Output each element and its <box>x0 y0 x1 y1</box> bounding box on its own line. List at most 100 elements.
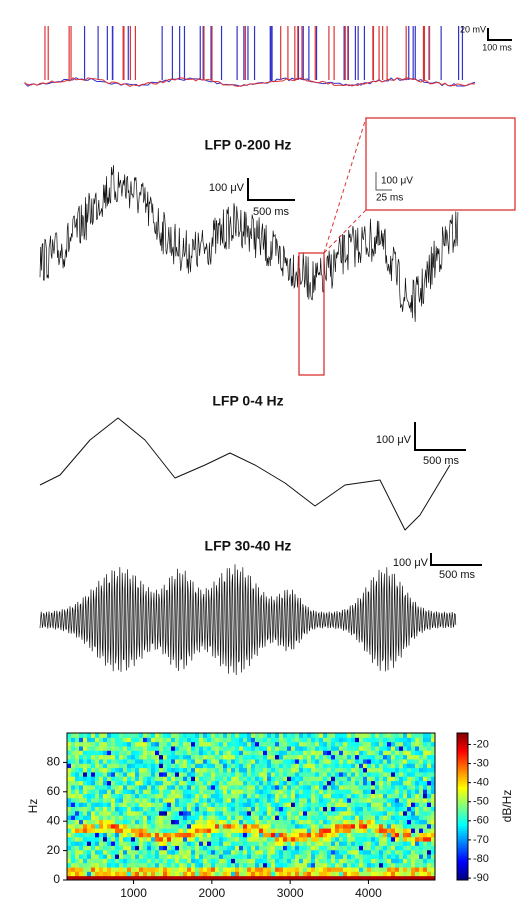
heat-cell <box>367 823 372 829</box>
heat-cell <box>147 793 152 799</box>
heat-cell <box>375 854 380 859</box>
heat-cell <box>231 867 236 872</box>
heat-cell <box>335 758 340 764</box>
heat-cell <box>67 845 72 851</box>
heat-cell <box>255 819 260 825</box>
heat-cell <box>311 758 316 764</box>
heat-cell <box>395 875 400 881</box>
heat-cell <box>227 763 232 769</box>
heat-cell <box>203 737 208 743</box>
heat-cell <box>203 745 208 751</box>
heat-cell <box>283 810 288 816</box>
heat-cell <box>267 741 272 747</box>
heat-cell <box>351 741 356 747</box>
heat-cell <box>127 776 132 782</box>
heat-cell <box>395 810 400 816</box>
heat-cell <box>179 771 184 777</box>
heat-cell <box>383 733 388 738</box>
heat-cell <box>87 750 92 756</box>
heat-cell <box>163 789 168 795</box>
heat-cell <box>279 862 284 868</box>
heat-cell <box>403 776 408 782</box>
heat-cell <box>403 862 408 868</box>
heat-cell <box>335 776 340 782</box>
heat-cell <box>123 741 128 747</box>
heat-cell <box>371 819 376 825</box>
heat-cell <box>243 797 248 803</box>
heat-cell <box>295 754 300 760</box>
heat-cell <box>299 845 304 851</box>
heat-cell <box>391 819 396 825</box>
heat-cell <box>79 771 84 777</box>
heat-cell <box>415 793 420 799</box>
heat-cell <box>307 745 312 751</box>
heat-cell <box>195 780 200 786</box>
heat-cell <box>75 828 80 833</box>
heat-cell <box>251 806 256 812</box>
heat-cell <box>147 784 152 790</box>
heat-cell <box>131 802 136 807</box>
heat-cell <box>187 871 192 877</box>
heat-cell <box>95 854 100 859</box>
heat-cell <box>203 862 208 868</box>
heat-cell <box>311 806 316 812</box>
heat-cell <box>335 763 340 769</box>
heat-cell <box>123 784 128 790</box>
heat-cell <box>287 776 292 782</box>
colorbar-cell <box>457 779 468 783</box>
heat-cell <box>327 836 332 842</box>
heat-cell <box>187 745 192 751</box>
heat-cell <box>315 737 320 743</box>
heat-cell <box>399 737 404 743</box>
heat-cell <box>227 832 232 838</box>
heat-cell <box>223 793 228 799</box>
heat-cell <box>419 737 424 743</box>
heat-cell <box>67 776 72 782</box>
heat-cell <box>335 836 340 842</box>
heat-cell <box>383 871 388 877</box>
heat-cell <box>75 836 80 842</box>
heat-cell <box>223 767 228 773</box>
heat-cell <box>419 841 424 846</box>
heat-cell <box>367 758 372 764</box>
heat-cell <box>423 849 428 855</box>
heat-cell <box>351 815 356 820</box>
heat-cell <box>75 802 80 807</box>
heat-cell <box>291 750 296 756</box>
heat-cell <box>187 737 192 743</box>
heat-cell <box>179 776 184 782</box>
heat-cell <box>355 823 360 829</box>
heat-cell <box>427 854 432 859</box>
lfp-gamma <box>39 564 457 676</box>
heat-cell <box>231 802 236 807</box>
heat-cell <box>271 784 276 790</box>
heat-cell <box>143 767 148 773</box>
zoom-line <box>323 117 367 254</box>
heat-cell <box>387 758 392 764</box>
heat-cell <box>95 733 100 738</box>
heat-cell <box>399 789 404 795</box>
heat-cell <box>135 875 140 881</box>
heat-cell <box>259 802 264 807</box>
heat-cell <box>215 806 220 812</box>
heat-cell <box>79 806 84 812</box>
heat-cell <box>115 806 120 812</box>
heat-cell <box>171 875 176 881</box>
heat-cell <box>119 858 124 864</box>
heat-cell <box>207 763 212 769</box>
heat-cell <box>315 806 320 812</box>
colorbar-tick-label: -30 <box>473 757 489 769</box>
heat-cell <box>403 828 408 833</box>
heat-cell <box>147 763 152 769</box>
heat-cell <box>195 845 200 851</box>
heat-cell <box>99 810 104 816</box>
heat-cell <box>71 858 76 864</box>
heat-cell <box>151 733 156 738</box>
heat-cell <box>279 797 284 803</box>
heat-cell <box>391 763 396 769</box>
heat-cell <box>163 758 168 764</box>
heat-cell <box>87 754 92 760</box>
heat-cell <box>219 733 224 738</box>
heat-cell <box>275 867 280 872</box>
heat-cell <box>323 750 328 756</box>
